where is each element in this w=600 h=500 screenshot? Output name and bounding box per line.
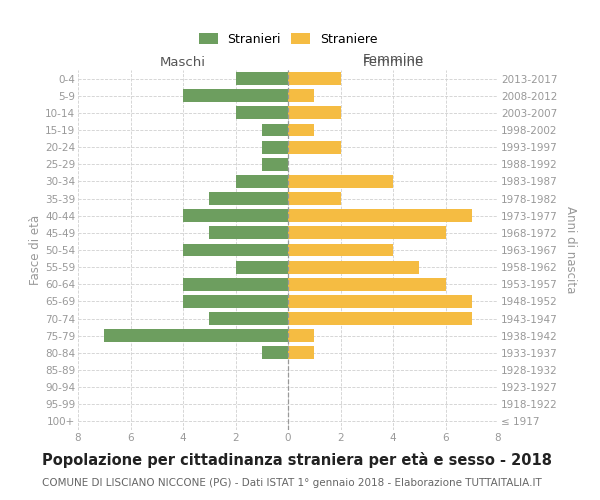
Bar — [288, 90, 314, 102]
Bar — [288, 312, 472, 325]
Bar — [183, 90, 288, 102]
Text: COMUNE DI LISCIANO NICCONE (PG) - Dati ISTAT 1° gennaio 2018 - Elaborazione TUTT: COMUNE DI LISCIANO NICCONE (PG) - Dati I… — [42, 478, 542, 488]
Bar — [288, 175, 393, 188]
Bar — [288, 124, 314, 136]
Bar — [209, 312, 288, 325]
Text: Maschi: Maschi — [160, 56, 206, 69]
Bar — [288, 244, 393, 256]
Text: Femmine: Femmine — [362, 56, 424, 69]
Bar — [183, 278, 288, 290]
Bar — [288, 106, 341, 120]
Bar — [183, 210, 288, 222]
Bar — [288, 72, 341, 85]
Bar — [183, 244, 288, 256]
Bar — [288, 210, 472, 222]
Bar — [288, 346, 314, 360]
Bar — [288, 226, 445, 239]
Bar — [262, 124, 288, 136]
Y-axis label: Anni di nascita: Anni di nascita — [564, 206, 577, 294]
Bar — [235, 175, 288, 188]
Bar — [288, 295, 472, 308]
Bar — [235, 260, 288, 274]
Text: Femmine: Femmine — [362, 54, 424, 66]
Bar — [288, 330, 314, 342]
Bar — [288, 140, 341, 153]
Bar — [235, 72, 288, 85]
Bar — [183, 295, 288, 308]
Legend: Stranieri, Straniere: Stranieri, Straniere — [199, 33, 377, 46]
Bar — [104, 330, 288, 342]
Bar — [262, 140, 288, 153]
Bar — [262, 346, 288, 360]
Bar — [288, 260, 419, 274]
Bar — [288, 192, 341, 205]
Bar — [209, 192, 288, 205]
Bar — [235, 106, 288, 120]
Bar — [288, 278, 445, 290]
Text: Popolazione per cittadinanza straniera per età e sesso - 2018: Popolazione per cittadinanza straniera p… — [42, 452, 552, 468]
Y-axis label: Fasce di età: Fasce di età — [29, 215, 42, 285]
Bar — [262, 158, 288, 170]
Bar — [209, 226, 288, 239]
